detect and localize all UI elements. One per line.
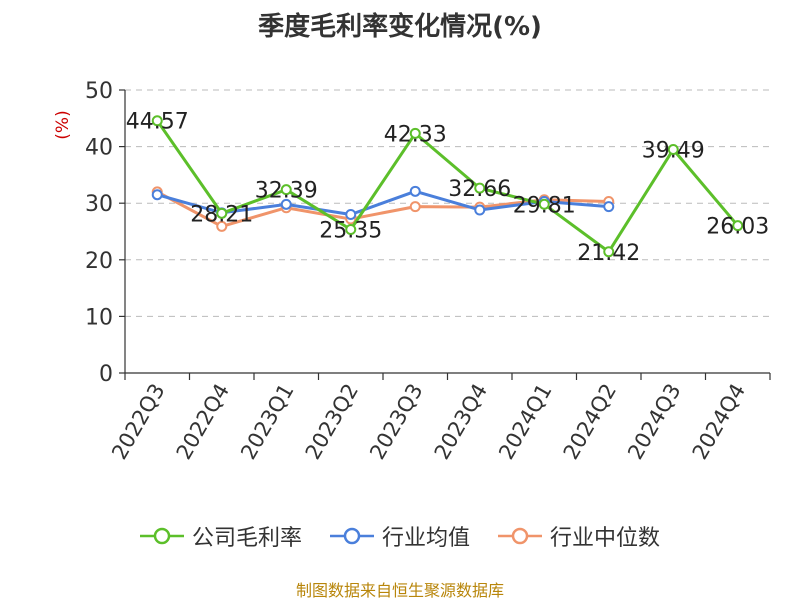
y-tick-label: 10 (85, 305, 113, 330)
data-label: 42.33 (384, 122, 447, 147)
y-tick-label: 0 (99, 362, 113, 387)
data-point (667, 143, 679, 155)
x-tick-label: 2024Q2 (559, 380, 621, 464)
series-line (156, 119, 739, 254)
data-label: 32.39 (255, 179, 318, 204)
data-point (409, 185, 421, 197)
data-point (603, 246, 615, 258)
legend-item-company[interactable]: 公司毛利率 (139, 520, 302, 552)
x-tick-label: 2023Q1 (236, 380, 298, 464)
data-label: 32.66 (448, 177, 511, 202)
x-tick-label: 2023Q2 (301, 380, 363, 464)
x-tick-label: 2024Q4 (688, 380, 750, 464)
x-tick-label: 2024Q1 (494, 380, 556, 464)
y-tick-label: 20 (85, 249, 113, 274)
data-label: 21.42 (577, 241, 640, 266)
data-point (474, 204, 486, 216)
x-tick-label: 2022Q4 (172, 380, 234, 464)
y-tick-label: 50 (85, 79, 113, 104)
x-tick-label: 2022Q3 (107, 380, 169, 464)
y-axis-label: (%) (53, 110, 73, 139)
source-note: 制图数据来自恒生聚源数据库 (295, 581, 504, 600)
data-label: 44.57 (126, 110, 189, 135)
data-label: 26.03 (706, 215, 769, 240)
data-label: 25.35 (319, 219, 382, 244)
data-point (345, 224, 357, 236)
data-point (216, 207, 228, 219)
data-point (732, 220, 744, 232)
data-point (409, 127, 421, 139)
legend-marker-company (139, 527, 184, 545)
data-label: 28.21 (190, 202, 253, 227)
legend-item-industry-avg[interactable]: 行业均值 (329, 520, 470, 552)
x-tick-label: 2023Q4 (430, 380, 492, 464)
legend-label-industry-avg: 行业均值 (381, 526, 470, 551)
data-point (409, 201, 421, 213)
legend: 公司毛利率 行业均值 行业中位数 (0, 520, 800, 552)
data-point (280, 184, 292, 196)
legend-marker-industry-median (498, 527, 542, 545)
data-label: 39.49 (642, 138, 705, 163)
data-point (280, 198, 292, 210)
data-point (151, 115, 163, 127)
data-point (345, 209, 357, 221)
chart-title: 季度毛利率变化情况(%) (258, 12, 542, 42)
x-tick-label: 2024Q3 (623, 380, 685, 464)
data-point (538, 198, 550, 210)
x-tick-label: 2023Q3 (365, 380, 427, 464)
data-point (603, 201, 615, 213)
data-point (474, 182, 486, 194)
data-point (151, 189, 163, 201)
y-tick-label: 30 (85, 192, 113, 217)
legend-marker-industry-avg (329, 527, 374, 545)
legend-label-company: 公司毛利率 (191, 526, 302, 551)
data-label: 29.81 (513, 193, 576, 218)
legend-label-industry-median: 行业中位数 (550, 526, 661, 551)
legend-item-industry-median[interactable]: 行业中位数 (498, 520, 660, 552)
data-point (216, 220, 228, 232)
y-tick-label: 40 (85, 136, 113, 161)
